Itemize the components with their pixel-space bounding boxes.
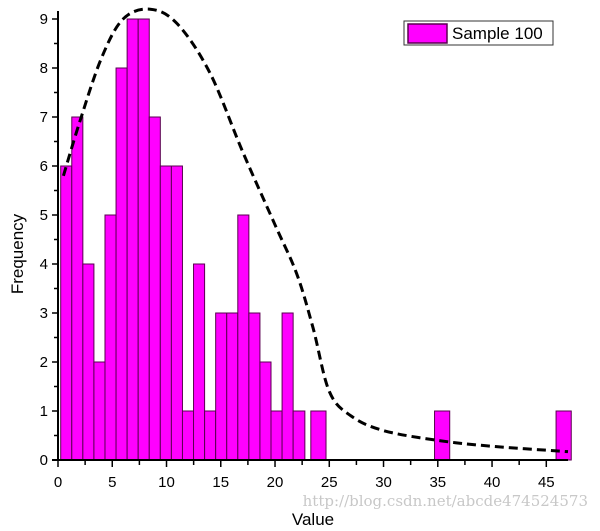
- bars: [60, 18, 572, 461]
- histogram-bar: [215, 312, 228, 461]
- y-tick-label: 4: [40, 256, 48, 273]
- histogram-bar: [159, 165, 172, 461]
- x-axis-label: Value: [292, 510, 334, 529]
- y-tick-label: 6: [40, 158, 48, 175]
- x-tick-label: 15: [212, 474, 229, 491]
- histogram-bar: [237, 214, 250, 461]
- x-tick-label: 30: [375, 474, 392, 491]
- histogram-bar: [115, 67, 128, 461]
- legend: Sample 100: [403, 20, 554, 46]
- histogram-bar: [71, 116, 84, 461]
- x-tick-label: 10: [158, 474, 175, 491]
- x-tick-label: 25: [321, 474, 338, 491]
- watermark: http://blog.csdn.net/abcde474524573: [303, 492, 588, 510]
- x-tick-label: 40: [484, 474, 501, 491]
- fit-curve: [61, 7, 569, 454]
- x-tick-labels: 0 5 10 15 20 25 30 35 40 45: [54, 474, 555, 491]
- histogram-bar: [204, 410, 217, 461]
- legend-label: Sample 100: [452, 24, 543, 43]
- histogram-bar: [259, 361, 272, 461]
- histogram-bar: [126, 18, 139, 461]
- y-tick-labels: 0 1 2 3 4 5 6 7 8 9: [40, 11, 48, 469]
- histogram-bar: [193, 263, 206, 461]
- x-tick-label: 5: [108, 474, 116, 491]
- axes: [52, 11, 568, 467]
- x-tick-label: 0: [54, 474, 62, 491]
- histogram-bar: [148, 116, 161, 461]
- histogram-bar: [310, 410, 327, 461]
- x-tick-label: 20: [267, 474, 284, 491]
- histogram-bar: [292, 410, 306, 461]
- histogram-bar: [104, 214, 117, 461]
- histogram-bar: [93, 361, 106, 461]
- histogram-bar: [181, 410, 195, 461]
- y-tick-label: 8: [40, 60, 48, 77]
- x-tick-label: 45: [538, 474, 555, 491]
- histogram-bar: [248, 312, 261, 461]
- y-tick-label: 0: [40, 452, 48, 469]
- y-tick-label: 3: [40, 305, 48, 322]
- histogram-bar: [270, 410, 283, 461]
- y-tick-label: 1: [40, 403, 48, 420]
- histogram-bar: [555, 410, 572, 461]
- histogram-bar: [434, 410, 451, 461]
- histogram-bar: [137, 18, 150, 461]
- histogram-bar: [226, 312, 239, 461]
- y-tick-label: 5: [40, 207, 48, 224]
- y-tick-label: 2: [40, 354, 48, 371]
- histogram-bar: [281, 312, 294, 461]
- y-tick-label: 9: [40, 11, 48, 28]
- y-axis-label: Frequency: [8, 213, 27, 294]
- histogram-bar: [60, 165, 73, 461]
- histogram-bar: [170, 165, 183, 461]
- y-tick-label: 7: [40, 109, 48, 126]
- histogram-bar: [82, 263, 95, 461]
- x-tick-label: 35: [429, 474, 446, 491]
- legend-swatch: [407, 23, 448, 44]
